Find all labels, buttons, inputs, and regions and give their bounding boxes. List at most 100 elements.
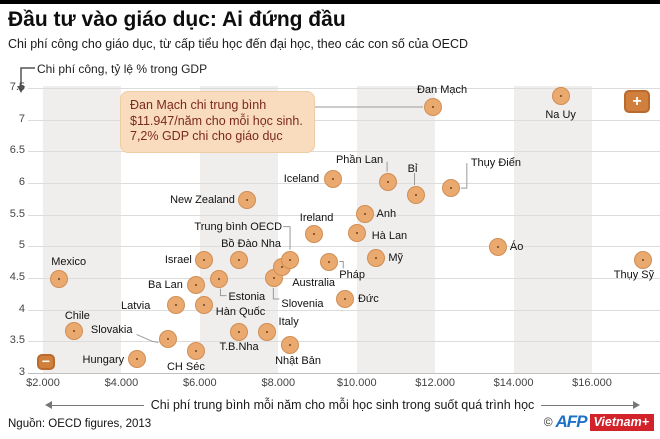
gridline-y-5 xyxy=(28,246,660,248)
gridline-y-3 xyxy=(28,373,660,374)
data-point-áo[interactable] xyxy=(488,237,507,256)
y-tick-label: 4 xyxy=(18,302,25,315)
x-tick-label: $6.000 xyxy=(183,377,217,389)
page-title: Đầu tư vào giáo dục: Ai đứng đầu xyxy=(8,8,346,31)
y-tick-label: 4.5 xyxy=(9,271,25,283)
data-point-pháp[interactable] xyxy=(320,252,339,271)
point-label-estonia: Estonia xyxy=(228,290,266,303)
point-label-pháp: Pháp xyxy=(339,268,365,281)
left-arrow-line xyxy=(52,404,144,406)
data-point-hà-lan[interactable] xyxy=(347,224,366,243)
callout-line-1: Đan Mạch chi trung bình xyxy=(130,98,267,112)
gridline-y-5.5 xyxy=(28,214,660,216)
data-point-thụy-điển[interactable] xyxy=(441,179,460,198)
data-point-israel[interactable] xyxy=(194,250,213,269)
data-point-anh[interactable] xyxy=(355,205,374,224)
x-tick-label: $14.000 xyxy=(493,377,534,389)
y-tick-label: 7.5 xyxy=(9,81,25,93)
page-subtitle: Chi phí công cho giáo dục, từ cấp tiểu h… xyxy=(8,37,469,51)
zoom-in-button[interactable]: + xyxy=(624,90,650,113)
gridline-y-7.5 xyxy=(28,88,660,89)
data-point-đức[interactable] xyxy=(335,289,354,308)
y-tick-label: 6.5 xyxy=(9,144,25,157)
data-point-bỉ[interactable] xyxy=(406,186,425,205)
data-point-new-zealand[interactable] xyxy=(237,191,256,210)
gridline-y-6 xyxy=(28,183,660,184)
point-label-ba-lan: Ba Lan xyxy=(148,278,183,291)
background-band xyxy=(513,86,592,373)
data-point-estonia[interactable] xyxy=(210,269,229,288)
data-point-t.b.nha[interactable] xyxy=(230,322,249,341)
x-axis-label-row: Chi phí trung bình mỗi năm cho mỗi học s… xyxy=(0,398,660,412)
data-point-mexico[interactable] xyxy=(49,270,68,289)
data-point-bồ-đào-nha[interactable] xyxy=(230,251,249,270)
data-point-chile[interactable] xyxy=(65,322,84,341)
data-point-nhật-bản[interactable] xyxy=(281,335,300,354)
point-label-hungary: Hungary xyxy=(82,354,125,367)
point-label-ch-séc: CH Séc xyxy=(166,360,205,373)
point-label-anh: Anh xyxy=(376,208,397,221)
data-point-ireland[interactable] xyxy=(304,225,323,244)
data-point-đan-mạch[interactable] xyxy=(424,98,443,116)
x-tick-label: $4.000 xyxy=(104,377,139,389)
zoom-out-button[interactable]: − xyxy=(37,354,55,370)
y-tick-label: 5.5 xyxy=(9,207,25,220)
y-tick-label: 5 xyxy=(18,239,25,252)
gridline-y-3.5 xyxy=(28,341,660,343)
point-label-thụy-điển: Thụy Điển xyxy=(470,157,521,170)
point-label-t.b.nha: T.B.Nha xyxy=(219,340,259,353)
point-label-bỉ: Bỉ xyxy=(407,163,418,176)
x-tick-label: $8.000 xyxy=(261,377,296,389)
callout-line-3: 7,2% GDP chi cho giáo dục xyxy=(130,129,283,143)
data-point-slovakia[interactable] xyxy=(159,330,178,349)
point-label-thụy-sỹ: Thụy Sỹ xyxy=(613,268,655,281)
data-point-mỹ[interactable] xyxy=(367,248,386,267)
point-label-trung-bình-oecd: Trung bình OECD xyxy=(194,220,283,233)
x-tick-label: $16.000 xyxy=(572,377,612,389)
data-point-hungary[interactable] xyxy=(128,350,147,369)
point-label-phần-lan: Phần Lan xyxy=(335,153,384,166)
x-tick-label: $2.000 xyxy=(26,377,60,389)
point-label-ireland: Ireland xyxy=(299,212,334,225)
background-band xyxy=(356,86,436,373)
point-label-iceland: Iceland xyxy=(283,173,320,186)
left-arrowhead-icon xyxy=(45,401,52,409)
data-point-hàn-quốc[interactable] xyxy=(194,295,213,314)
y-tick-label: 7 xyxy=(18,112,25,125)
callout-line-2: $11.947/năm cho mỗi học sinh. xyxy=(130,113,303,128)
data-point-trung-bình-oecd[interactable] xyxy=(281,250,300,269)
point-label-hà-lan: Hà Lan xyxy=(371,230,408,243)
gridline-y-4 xyxy=(28,309,660,311)
point-label-slovakia: Slovakia xyxy=(90,324,133,337)
copyright-symbol: © xyxy=(543,415,553,429)
point-label-na-uy: Na Uy xyxy=(545,109,576,122)
data-point-ba-lan[interactable] xyxy=(186,275,205,294)
point-label-nhật-bản: Nhật Bản xyxy=(275,354,321,367)
point-label-slovenia: Slovenia xyxy=(281,298,324,310)
data-point-iceland[interactable] xyxy=(324,170,343,189)
point-label-bồ-đào-nha: Bồ Đào Nha xyxy=(221,238,282,251)
x-axis-label: Chi phí trung bình mỗi năm cho mỗi học s… xyxy=(150,398,535,412)
point-label-mexico: Mexico xyxy=(51,256,87,269)
data-point-na-uy[interactable] xyxy=(551,87,570,106)
point-label-chile: Chile xyxy=(64,310,90,323)
publisher-logo: © AFP Vietnam+ xyxy=(544,412,654,432)
point-label-australia: Australia xyxy=(292,276,335,289)
point-label-mỹ: Mỹ xyxy=(388,251,403,264)
data-point-phần-lan[interactable] xyxy=(379,172,398,191)
point-label-đức: Đức xyxy=(357,292,379,305)
denmark-callout-box: Đan Mạch chi trung bình $11.947/năm cho … xyxy=(120,91,315,153)
data-point-latvia[interactable] xyxy=(167,296,186,315)
y-axis-arrow-icon xyxy=(13,64,37,99)
data-point-italy[interactable] xyxy=(257,323,276,342)
data-point-thụy-sỹ[interactable] xyxy=(633,250,652,269)
top-border-bar xyxy=(0,0,660,4)
point-label-hàn-quốc: Hàn Quốc xyxy=(215,305,266,318)
gridline-y-4.5 xyxy=(28,278,660,279)
y-tick-label: 3 xyxy=(18,366,25,378)
source-text: Nguồn: OECD figures, 2013 xyxy=(8,418,152,430)
right-arrow-line xyxy=(541,404,633,406)
data-point-ch-séc[interactable] xyxy=(186,341,205,360)
afp-logo: AFP xyxy=(555,412,588,431)
vietnamplus-logo: Vietnam+ xyxy=(589,413,654,431)
